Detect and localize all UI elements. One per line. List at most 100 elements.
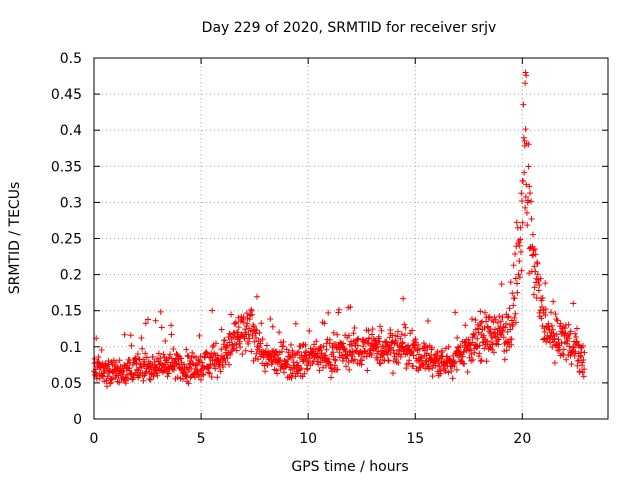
data-point	[522, 126, 529, 133]
data-point	[235, 314, 242, 321]
data-point	[165, 370, 172, 377]
data-point	[328, 365, 335, 372]
data-point	[336, 349, 343, 356]
data-point	[277, 356, 284, 363]
data-point	[335, 306, 342, 313]
data-point	[340, 340, 347, 347]
data-point	[197, 376, 204, 383]
data-point	[451, 359, 458, 366]
data-point	[248, 348, 255, 355]
data-point	[295, 348, 302, 355]
data-point	[510, 302, 517, 309]
data-point	[471, 349, 478, 356]
data-point	[516, 274, 523, 281]
data-point	[492, 326, 499, 333]
data-point	[155, 350, 162, 357]
data-point	[168, 331, 175, 338]
data-point	[91, 355, 98, 362]
data-point	[421, 347, 428, 354]
data-point	[423, 350, 430, 357]
data-point	[426, 365, 433, 372]
data-point	[474, 335, 481, 342]
data-point	[228, 311, 235, 318]
data-point	[454, 334, 461, 341]
data-point	[435, 360, 442, 367]
data-point	[529, 252, 536, 259]
data-point	[116, 379, 123, 386]
data-point	[272, 348, 279, 355]
data-point	[507, 279, 514, 286]
data-point	[358, 350, 365, 357]
data-point	[559, 329, 566, 336]
data-point	[521, 169, 528, 176]
data-point	[274, 370, 281, 377]
data-point	[495, 341, 502, 348]
data-point	[301, 370, 308, 377]
data-point	[572, 348, 579, 355]
data-point	[442, 368, 449, 375]
y-tick-label: 0.25	[51, 232, 82, 248]
data-point	[292, 320, 299, 327]
data-point	[515, 271, 522, 278]
data-point	[144, 316, 151, 323]
data-point	[205, 364, 212, 371]
data-point	[518, 190, 525, 197]
data-point	[194, 369, 201, 376]
data-point	[399, 339, 406, 346]
data-point	[501, 348, 508, 355]
data-point	[287, 366, 294, 373]
data-point	[525, 197, 532, 204]
data-point	[107, 379, 114, 386]
data-point	[512, 275, 519, 282]
data-point	[550, 338, 557, 345]
data-point	[103, 377, 110, 384]
data-point	[287, 341, 294, 348]
data-point	[485, 314, 492, 321]
data-point	[316, 347, 323, 354]
data-point	[347, 338, 354, 345]
data-point	[369, 326, 376, 333]
data-point	[121, 331, 128, 338]
data-point	[283, 346, 290, 353]
data-point	[244, 320, 251, 327]
data-point	[415, 367, 422, 374]
data-point	[211, 360, 218, 367]
data-point	[468, 351, 475, 358]
data-point	[226, 361, 233, 368]
data-point	[465, 346, 472, 353]
data-point	[528, 215, 535, 222]
data-point	[397, 335, 404, 342]
data-point	[469, 356, 476, 363]
data-point	[478, 357, 485, 364]
data-point	[507, 326, 514, 333]
data-point	[508, 336, 515, 343]
data-point	[149, 353, 156, 360]
data-point	[403, 365, 410, 372]
data-point	[514, 280, 521, 287]
data-point	[543, 338, 550, 345]
data-point	[345, 332, 352, 339]
data-point	[552, 311, 559, 318]
data-point	[554, 317, 561, 324]
data-point	[563, 356, 570, 363]
data-point-peak	[522, 80, 529, 87]
data-point	[472, 317, 479, 324]
data-point	[468, 316, 475, 323]
data-point	[390, 347, 397, 354]
data-point	[294, 359, 301, 366]
data-point	[233, 341, 240, 348]
data-point	[351, 356, 358, 363]
data-point	[344, 352, 351, 359]
y-tick-label: 0	[73, 412, 82, 428]
data-point	[553, 316, 560, 323]
data-point	[566, 343, 573, 350]
data-point	[445, 369, 452, 376]
data-point	[516, 242, 523, 249]
data-point	[339, 357, 346, 364]
data-point	[138, 334, 145, 341]
data-point	[348, 342, 355, 349]
data-point	[506, 305, 513, 312]
data-point	[166, 354, 173, 361]
